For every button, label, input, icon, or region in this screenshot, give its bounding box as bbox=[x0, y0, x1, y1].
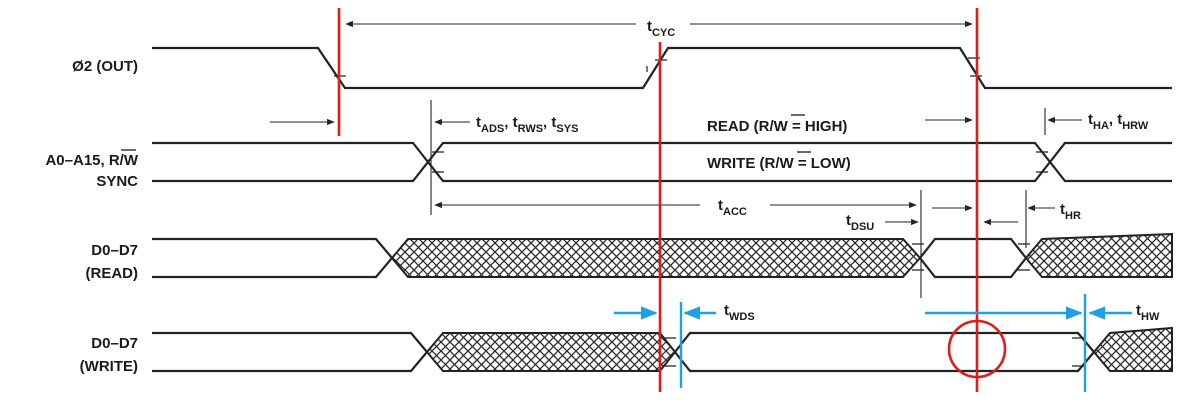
label-address-rw: A0–A15, R/W bbox=[45, 152, 138, 169]
label-data-write-2: (WRITE) bbox=[80, 358, 138, 375]
rw-annotations: READ (R/W = HIGH) WRITE (R/W = LOW) bbox=[707, 114, 851, 172]
label-phi2-out: Ø2 (OUT) bbox=[72, 58, 138, 75]
hatch-write-2 bbox=[1092, 326, 1173, 372]
hatch-read-1 bbox=[390, 238, 922, 278]
param-tdsu: tDSU bbox=[846, 212, 874, 233]
waveform-address bbox=[152, 141, 1172, 183]
hatch-read-2 bbox=[1024, 232, 1173, 278]
dimension-lines bbox=[270, 20, 1082, 298]
signal-labels: Ø2 (OUT) A0–A15, R/W SYNC D0–D7 (READ) D… bbox=[45, 58, 138, 375]
param-tacc: tACC bbox=[718, 197, 747, 218]
read-annotation: READ (R/W = HIGH) bbox=[707, 118, 847, 135]
param-tcyc: tCYC bbox=[647, 18, 675, 39]
waveform-data-read bbox=[152, 232, 1173, 279]
write-annotation: WRITE (R/W = LOW) bbox=[707, 155, 851, 172]
waveform-data-write bbox=[152, 326, 1173, 373]
label-sync: SYNC bbox=[96, 173, 138, 190]
param-twds: tWDS bbox=[724, 302, 755, 323]
label-data-read-1: D0–D7 bbox=[91, 242, 138, 259]
param-thr: tHR bbox=[1060, 201, 1081, 222]
red-highlight-circle bbox=[947, 319, 1007, 379]
param-tha-thrw: tHA, tHRW bbox=[1088, 111, 1149, 132]
param-tads-trws-tsys: tADS, tRWS, tSYS bbox=[476, 114, 578, 135]
hatch-write-1 bbox=[425, 332, 677, 372]
label-data-read-2: (READ) bbox=[86, 265, 139, 282]
label-data-write-1: D0–D7 bbox=[91, 335, 138, 352]
timing-parameters: tCYC tADS, tRWS, tSYS tHA, tHRW tACC tDS… bbox=[476, 18, 1160, 323]
param-thw: tHW bbox=[1136, 302, 1160, 323]
overlay-markup bbox=[337, 8, 1132, 392]
waveform-phi2 bbox=[152, 46, 1172, 90]
